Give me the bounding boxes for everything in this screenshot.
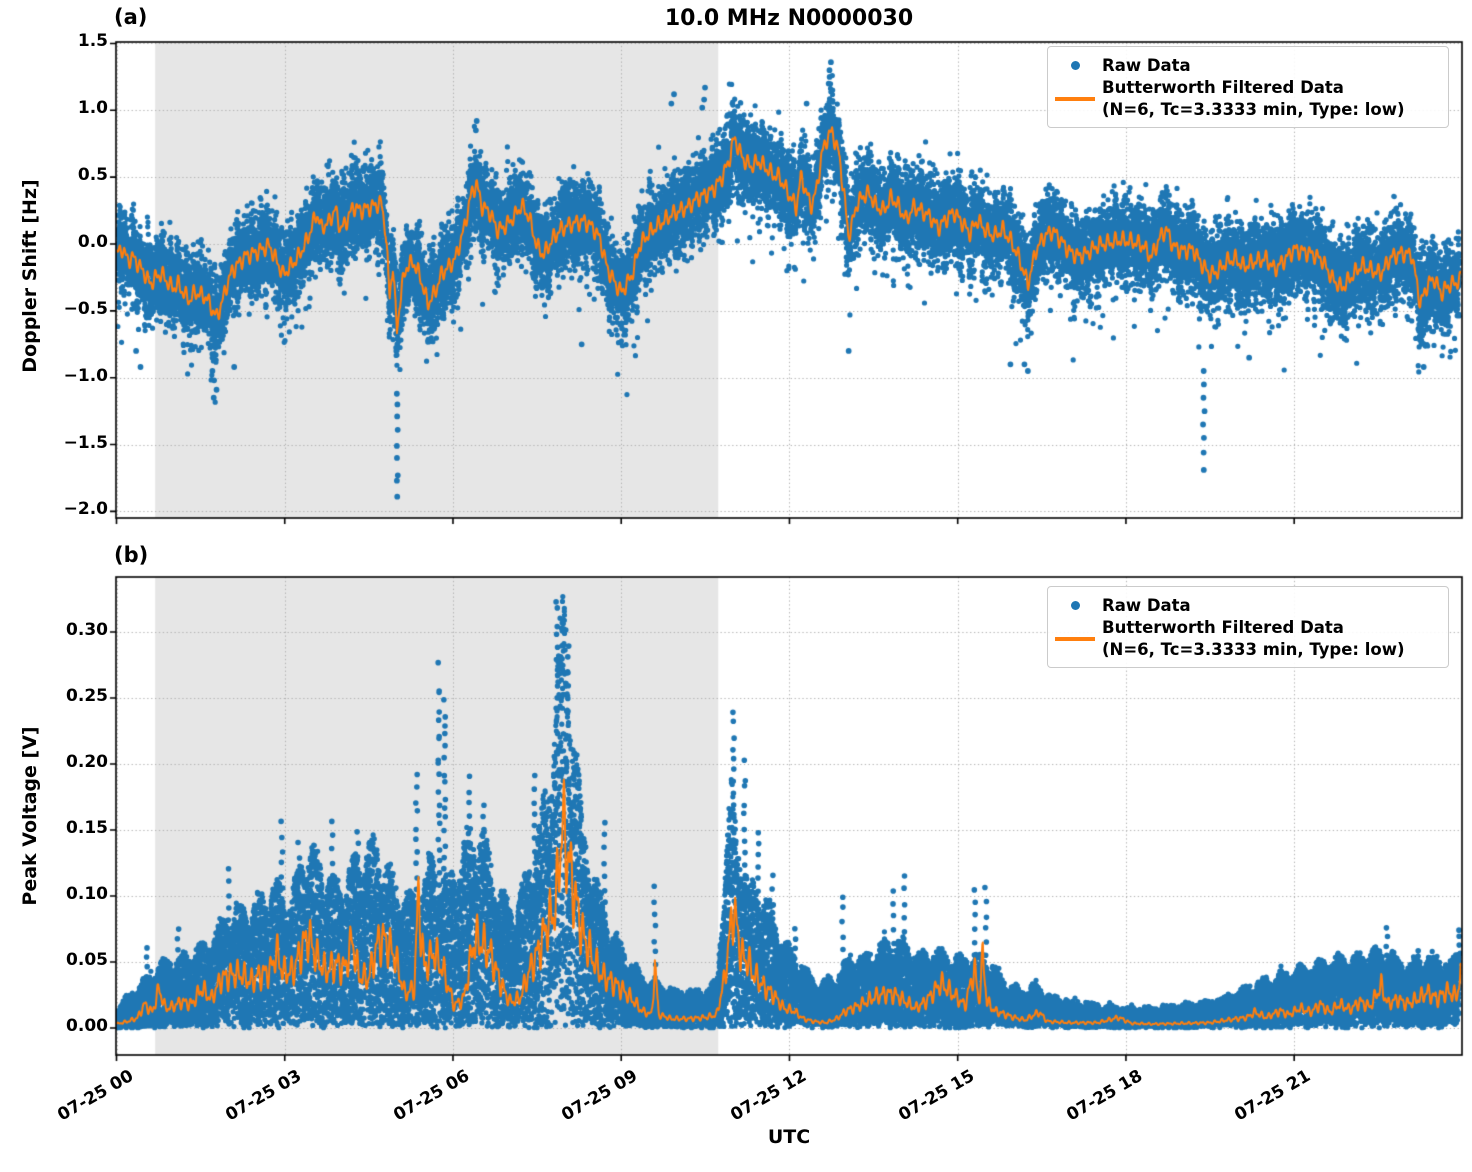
legend-raw-label: Raw Data [1102,596,1191,615]
y-tick-label-a: 1.5 [77,31,108,52]
x-axis-label: UTC [767,1126,811,1148]
y-tick-label-a: 0.0 [77,232,108,252]
y-tick-label-a: −1.5 [63,432,108,453]
legend-raw-label: Raw Data [1102,56,1191,75]
raw-data-marker-swatch [1048,61,1102,71]
raw-data-dot-icon [1070,601,1080,611]
filtered-line-icon [1055,637,1095,641]
filtered-line-swatch [1048,637,1102,641]
filtered-line-icon [1055,97,1095,101]
raw-data-marker-swatch [1048,601,1102,611]
y-tick-label-b: 0.25 [66,686,108,706]
legend-entry-filtered: Butterworth Filtered Data (N=6, Tc=3.3333… [1048,617,1444,660]
y-tick-label-a: −1.0 [63,365,108,386]
y-tick-label-a: 0.5 [77,165,108,186]
y-tick-label-b: 0.05 [66,950,108,970]
legend-panel-a: Raw Data Butterworth Filtered Data (N=6, … [1047,46,1449,129]
y-tick-label-b: 0.00 [66,1016,108,1036]
y-tick-label-b: 0.10 [66,884,108,904]
legend-entry-raw: Raw Data [1048,595,1444,616]
legend-filtered-label-line2: (N=6, Tc=3.3333 min, Type: low) [1102,639,1405,659]
legend-filtered-label: Butterworth Filtered Data (N=6, Tc=3.3333… [1102,77,1405,120]
legend-filtered-label-line2: (N=6, Tc=3.3333 min, Type: low) [1102,99,1405,119]
chart-title: 10.0 MHz N0000030 [664,6,914,31]
y-tick-label-a: 1.0 [77,98,108,119]
panel-a-label: (a) [114,5,148,29]
filtered-line-swatch [1048,97,1102,101]
legend-filtered-label: Butterworth Filtered Data (N=6, Tc=3.3333… [1102,617,1405,660]
y-tick-label-b: 0.30 [66,620,108,640]
y-axis-label-doppler: Doppler Shift [Hz] [19,179,41,373]
y-tick-label-a: −2.0 [63,499,108,520]
raw-data-dot-icon [1070,61,1080,71]
panel-b-label: (b) [114,543,149,567]
y-tick-label-a: −0.5 [63,298,108,319]
legend-filtered-label-line1: Butterworth Filtered Data [1102,78,1344,98]
y-tick-label-b: 0.20 [66,752,108,772]
legend-entry-raw: Raw Data [1048,55,1444,76]
y-tick-label-b: 0.15 [66,818,108,838]
legend-entry-filtered: Butterworth Filtered Data (N=6, Tc=3.3333… [1048,77,1444,120]
legend-panel-b: Raw Data Butterworth Filtered Data (N=6, … [1047,586,1449,669]
legend-filtered-label-line1: Butterworth Filtered Data [1102,618,1344,638]
